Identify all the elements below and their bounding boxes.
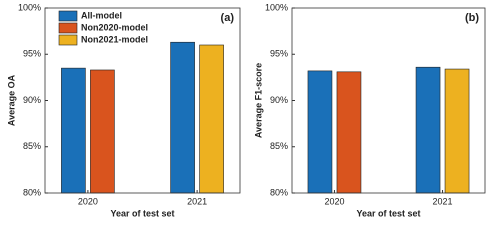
bar — [170, 41, 195, 194]
bar — [199, 44, 224, 194]
y-tick-label: 80% — [23, 187, 41, 197]
x-tick-label: 2020 — [324, 196, 344, 206]
bar — [444, 68, 470, 194]
bar — [336, 71, 362, 194]
bar — [307, 70, 333, 194]
legend-label: Non2020-model — [81, 22, 148, 32]
legend-swatch — [58, 22, 78, 34]
legend-swatch — [58, 10, 78, 22]
y-tick-label: 90% — [23, 95, 41, 105]
x-axis-label: Year of test set — [110, 208, 174, 218]
y-tick-label: 85% — [270, 141, 288, 151]
figure: 80% 85% 90% 95% 100% 2020 2021 (a) Year of test … — [6, 2, 486, 218]
y-tick-label: 80% — [270, 187, 288, 197]
x-tick-label: 2020 — [78, 196, 98, 206]
chart: 80% 85% 90% 95% 100% 2020 2021 (b) Year of test … — [253, 2, 486, 218]
legend-label: All-model — [81, 10, 122, 20]
chart: 80% 85% 90% 95% 100% 2020 2021 (a) Year of test … — [6, 2, 241, 218]
y-axis-label: Average F1-score — [253, 63, 263, 138]
chart-title: (a) — [221, 12, 235, 24]
bar — [415, 66, 441, 194]
x-tick-label: 2021 — [187, 196, 207, 206]
y-tick-label: 100% — [18, 2, 41, 12]
y-tick-label: 90% — [270, 95, 288, 105]
plot-frame — [291, 7, 486, 194]
y-tick-label: 95% — [270, 49, 288, 59]
legend-swatch — [58, 34, 78, 46]
plot-frame — [44, 7, 241, 194]
x-tick-label: 2021 — [433, 196, 453, 206]
chart-title: (b) — [465, 12, 479, 24]
y-axis-label: Average OA — [6, 74, 16, 126]
bar — [90, 69, 115, 194]
x-axis-label: Year of test set — [356, 208, 420, 218]
y-tick-label: 85% — [23, 141, 41, 151]
y-tick-label: 100% — [265, 2, 288, 12]
bar — [61, 67, 86, 194]
legend-label: Non2021-model — [81, 34, 148, 44]
y-tick-label: 95% — [23, 49, 41, 59]
